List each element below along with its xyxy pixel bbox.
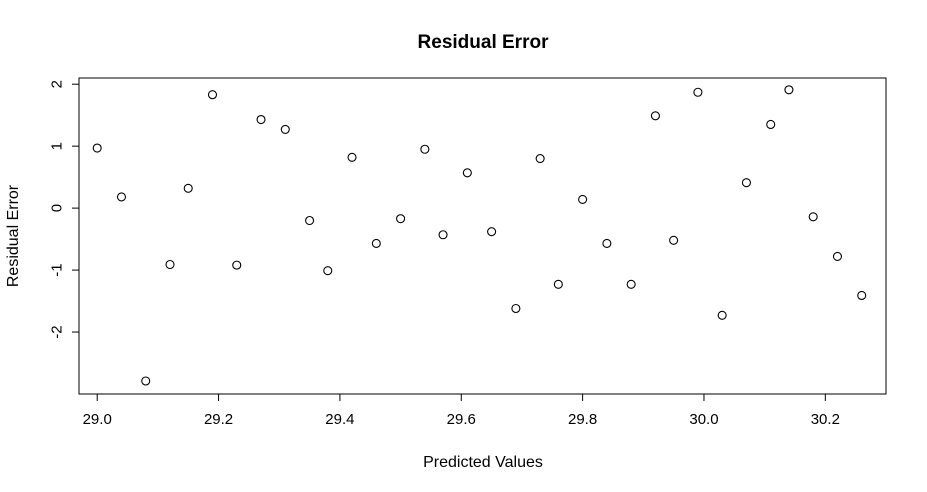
data-point [438,230,448,240]
data-point [578,194,588,204]
data-point [602,238,612,248]
y-tick-label: -2 [49,325,66,338]
data-point [305,215,315,226]
x-tick-label: 29.6 [447,411,476,428]
data-point [232,260,242,270]
data-point [141,376,151,386]
data-point [766,119,776,130]
data-point [553,279,563,289]
data-point [420,144,430,154]
data-point [626,279,636,289]
data-point [371,238,381,248]
x-axis-label: Predicted Values [423,454,543,471]
data-point [92,143,102,153]
data-points [92,85,867,386]
y-tick-label: -1 [49,263,66,276]
x-tick-label: 29.2 [204,411,233,428]
y-tick-label: 2 [49,80,66,88]
data-point [693,87,703,97]
data-point [669,235,679,245]
data-point [741,178,751,188]
chart-title: Residual Error [418,32,550,53]
x-tick-label: 29.8 [568,411,597,428]
data-point [323,266,333,276]
data-point [650,111,660,121]
plot-frame [78,77,887,395]
y-axis: 2 1 0 -1 -2 [49,80,80,339]
data-point [116,192,127,202]
data-point [347,152,357,162]
x-tick-label: 30.0 [689,411,718,428]
data-point [396,214,406,224]
x-tick-label: 29.0 [83,411,112,428]
data-point [535,153,545,164]
data-point [280,124,290,134]
data-point [857,290,867,301]
data-point [487,227,497,237]
data-point [511,303,521,314]
data-point [462,168,472,178]
data-point [717,310,727,320]
y-axis-label: Residual Error [5,184,22,287]
data-point [165,259,175,270]
y-tick-label: 0 [49,204,66,212]
data-point [256,114,266,125]
x-axis: 29.0 29.2 29.4 29.6 29.8 30.0 30.2 [83,393,840,428]
data-point [832,251,843,261]
data-point [808,212,818,222]
y-tick-label: 1 [49,142,66,150]
data-point [207,90,218,100]
data-point [784,85,794,95]
x-tick-label: 30.2 [811,411,840,428]
data-point [183,183,193,193]
x-tick-label: 29.4 [325,411,354,428]
